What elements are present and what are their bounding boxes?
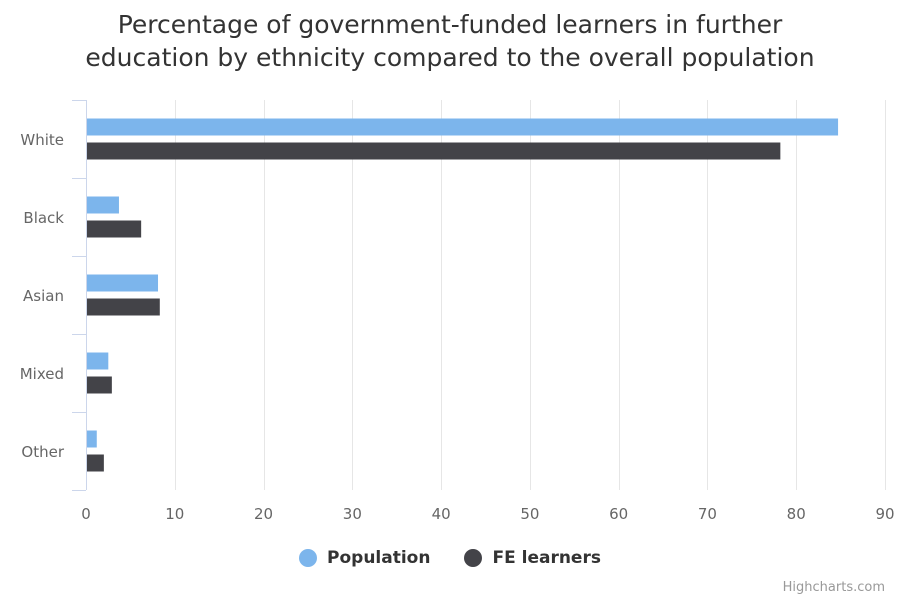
legend-dot-fe-learners — [464, 549, 483, 567]
bar-fe-learners[interactable] — [87, 454, 104, 472]
x-tick-label: 90 — [875, 505, 894, 523]
bar-population[interactable] — [87, 118, 839, 136]
x-tick-label: 30 — [343, 505, 362, 523]
legend: Population FE learners — [0, 548, 900, 568]
x-tick-label: 0 — [81, 505, 91, 523]
chart-title-line-2: education by ethnicity compared to the o… — [85, 43, 815, 72]
bar-population[interactable] — [87, 352, 109, 370]
bar-fe-learners[interactable] — [87, 142, 781, 160]
legend-label-fe-learners: FE learners — [492, 548, 601, 568]
x-tick-label: 60 — [609, 505, 628, 523]
category-label: White — [20, 131, 64, 149]
category-axis — [72, 100, 87, 491]
bar-fe-learners[interactable] — [87, 220, 142, 238]
legend-dot-population — [299, 549, 318, 567]
credits-link[interactable]: Highcharts.com — [782, 580, 885, 595]
gridlines — [175, 100, 886, 490]
category-label: Other — [21, 443, 64, 461]
bar-fe-learners[interactable] — [87, 298, 160, 316]
category-label: Asian — [23, 287, 64, 305]
bars — [87, 118, 839, 472]
x-tick-label: 70 — [698, 505, 717, 523]
legend-item-population[interactable]: Population — [299, 548, 430, 568]
x-tick-label: 80 — [787, 505, 806, 523]
bar-fe-learners[interactable] — [87, 376, 112, 394]
bar-population[interactable] — [87, 196, 119, 214]
category-label: Mixed — [20, 365, 64, 383]
axis-labels: 0 10 20 30 40 50 60 70 80 90 White Black Asian Mixed O… — [20, 131, 895, 523]
bar-population[interactable] — [87, 430, 97, 448]
category-label: Black — [23, 209, 64, 227]
x-tick-label: 10 — [165, 505, 184, 523]
legend-item-fe-learners[interactable]: FE learners — [464, 548, 601, 568]
x-tick-label: 40 — [432, 505, 451, 523]
legend-label-population: Population — [327, 548, 431, 568]
chart-title-line-1: Percentage of government-funded learners… — [117, 10, 783, 39]
chart-title: Percentage of government-funded learners… — [0, 8, 900, 74]
x-tick-label: 20 — [254, 505, 273, 523]
x-tick-label: 50 — [520, 505, 539, 523]
bar-population[interactable] — [87, 274, 159, 292]
